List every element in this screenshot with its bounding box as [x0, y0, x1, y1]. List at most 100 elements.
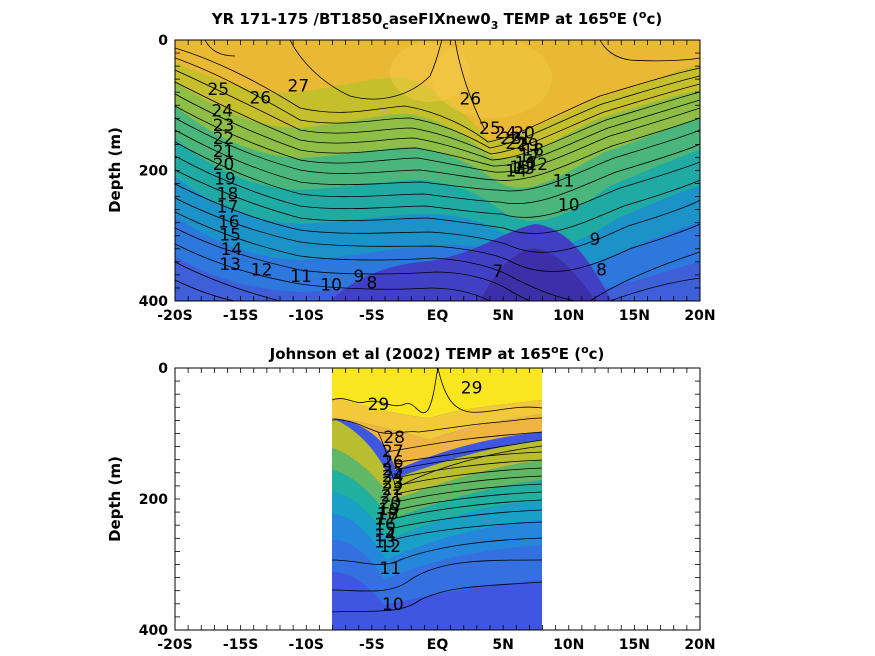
contour-label: 13 [513, 159, 535, 179]
contour-label: 15 [374, 520, 396, 540]
contour-label: 21 [509, 129, 531, 149]
contour-label: 12 [379, 537, 401, 557]
contour-label: 22 [382, 480, 404, 500]
bottom-axes: -20S -15S -10S -5S EQ 5N 10N 15N 20N 0 200 400 [139, 361, 716, 653]
contour-label: 11 [379, 559, 401, 579]
contour-label: 9 [590, 230, 601, 250]
contour-label: 13 [219, 255, 241, 275]
contour-label: 20 [513, 124, 535, 144]
x-tick-label: -20S [157, 637, 192, 653]
contour-label: 27 [382, 442, 404, 462]
contour-label: 11 [553, 171, 575, 191]
contour-label: 22 [213, 129, 235, 149]
contour-label: 29 [461, 379, 483, 399]
contour-label: 19 [214, 169, 236, 189]
contour-label: 10 [382, 595, 404, 615]
x-tick-label: 15N [619, 637, 650, 653]
x-tick-label: 5N [492, 308, 513, 324]
contour-label: 8 [596, 261, 607, 281]
y-tick-label: 0 [158, 361, 168, 377]
x-tick-label: -10S [289, 637, 324, 653]
contour-label: 18 [522, 141, 544, 161]
y-tick-label: 200 [139, 492, 168, 508]
contour-label: 12 [251, 261, 273, 281]
bottom-y-axis-label: Depth (m) [106, 456, 124, 542]
bottom-contour-lines [332, 368, 542, 613]
x-tick-label: 10N [553, 637, 584, 653]
contour-label: 20 [379, 493, 401, 513]
contour-label: 9 [353, 267, 364, 287]
top-contour-lines [175, 40, 700, 301]
contour-label: 17 [375, 510, 397, 530]
x-tick-label: EQ [427, 308, 449, 324]
contour-label: 19 [378, 500, 400, 520]
top-temperature-field [175, 40, 700, 301]
y-tick-label: 0 [158, 33, 168, 49]
contour-label: 8 [366, 274, 377, 294]
contour-label: 7 [492, 262, 503, 282]
x-tick-label: -15S [223, 308, 258, 324]
contour-label: 26 [459, 90, 481, 110]
x-tick-label: -20S [157, 308, 192, 324]
contour-label: 25 [207, 80, 229, 100]
contour-label: 23 [500, 129, 522, 149]
contour-label: 22 [505, 134, 527, 154]
contour-label: 25 [382, 461, 404, 481]
contour-label: 15 [509, 158, 531, 178]
contour-label: 21 [213, 142, 235, 162]
contour-label: 12 [526, 155, 548, 175]
contour-label: 26 [382, 453, 404, 473]
contour-label: 21 [381, 487, 403, 507]
contour-label: 15 [219, 225, 241, 245]
x-tick-label: 15N [619, 308, 650, 324]
contour-label: 19 [517, 135, 539, 155]
contour-label: 20 [213, 155, 235, 175]
x-tick-label: 20N [684, 308, 715, 324]
contour-label: 18 [217, 184, 239, 204]
bottom-panel: Johnson et al (2002) TEMP at 165oE (oc) [106, 343, 716, 653]
x-tick-label: 20N [684, 637, 715, 653]
contour-label: 17 [519, 147, 541, 167]
contour-label: 10 [558, 195, 580, 215]
contour-label: 23 [382, 474, 404, 494]
contour-label: 16 [374, 515, 396, 535]
x-tick-label: -5S [359, 637, 385, 653]
x-tick-label: -15S [223, 637, 258, 653]
contour-label: 14 [221, 240, 243, 260]
contour-label: 14 [374, 526, 396, 546]
contour-label: 25 [479, 119, 501, 139]
contour-label: 24 [495, 124, 517, 144]
y-tick-label: 400 [139, 294, 168, 310]
y-tick-label: 400 [139, 623, 168, 639]
contour-label: 11 [290, 267, 312, 287]
top-axes: -20S -15S -10S -5S EQ 5N 10N 15N 20N 0 200 400 [139, 33, 716, 324]
bottom-temperature-field [332, 368, 542, 630]
x-tick-label: 10N [553, 308, 584, 324]
contour-label: 16 [515, 154, 537, 174]
top-y-axis-label: Depth (m) [106, 127, 124, 213]
bottom-title: Johnson et al (2002) TEMP at 165oE (oc) [269, 343, 605, 363]
contour-label: 17 [217, 197, 239, 217]
x-tick-label: EQ [427, 637, 449, 653]
y-tick-label: 200 [139, 164, 168, 180]
top-title: YR 171-175 /BT1850caseFIXnew03 TEMP at 1… [211, 8, 662, 32]
x-tick-label: -10S [289, 308, 324, 324]
contour-label: 28 [383, 428, 405, 448]
contour-label: 26 [249, 88, 271, 108]
contour-label: 18 [377, 504, 399, 524]
contour-label: 23 [213, 116, 235, 136]
contour-label: 14 [505, 162, 527, 182]
contour-label: 27 [288, 77, 310, 97]
contour-label: 16 [218, 212, 240, 232]
top-panel: YR 171-175 /BT1850caseFIXnew03 TEMP at 1… [106, 8, 716, 324]
contour-label: 13 [374, 533, 396, 553]
contour-label: 24 [211, 101, 233, 121]
contour-label: 10 [320, 276, 342, 296]
contour-label: 29 [368, 395, 390, 415]
bottom-contour-labels: 29 29 282726252423222120191817161514131211… [368, 379, 483, 615]
x-tick-label: 5N [492, 637, 513, 653]
x-tick-label: -5S [359, 308, 385, 324]
contour-label: 24 [382, 467, 404, 487]
